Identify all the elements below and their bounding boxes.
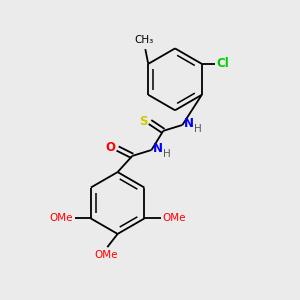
Text: OMe: OMe: [50, 214, 73, 224]
Text: OMe: OMe: [162, 214, 186, 224]
Text: N: N: [184, 117, 194, 130]
Text: O: O: [105, 141, 115, 154]
Text: N: N: [153, 142, 163, 155]
Text: OMe: OMe: [94, 250, 118, 260]
Text: H: H: [194, 124, 201, 134]
Text: CH₃: CH₃: [134, 35, 154, 45]
Text: S: S: [139, 115, 148, 128]
Text: Cl: Cl: [217, 57, 229, 70]
Text: H: H: [163, 148, 170, 158]
